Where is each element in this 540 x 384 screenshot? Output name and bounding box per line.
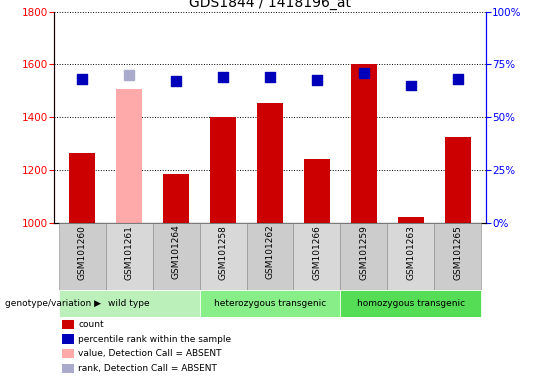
Text: wild type: wild type xyxy=(109,299,150,308)
Bar xyxy=(445,137,471,223)
Point xyxy=(313,77,321,83)
Point xyxy=(266,74,274,80)
Bar xyxy=(293,223,340,290)
Text: count: count xyxy=(78,320,104,329)
Bar xyxy=(340,223,387,290)
Point xyxy=(360,70,368,76)
Title: GDS1844 / 1418196_at: GDS1844 / 1418196_at xyxy=(189,0,351,10)
Bar xyxy=(434,223,481,290)
Text: GSM101258: GSM101258 xyxy=(219,225,227,280)
Text: GSM101262: GSM101262 xyxy=(266,225,274,280)
Bar xyxy=(340,290,481,317)
Point xyxy=(219,74,227,80)
Text: GSM101263: GSM101263 xyxy=(407,225,415,280)
Text: rank, Detection Call = ABSENT: rank, Detection Call = ABSENT xyxy=(78,364,217,373)
Text: percentile rank within the sample: percentile rank within the sample xyxy=(78,334,232,344)
Point xyxy=(407,83,415,89)
Point xyxy=(454,76,462,82)
Bar xyxy=(247,223,293,290)
Text: value, Detection Call = ABSENT: value, Detection Call = ABSENT xyxy=(78,349,222,358)
Bar xyxy=(257,103,283,223)
Bar xyxy=(200,223,247,290)
Bar xyxy=(304,159,330,223)
Bar xyxy=(59,290,200,317)
Bar xyxy=(351,64,377,223)
Text: GSM101265: GSM101265 xyxy=(453,225,462,280)
Bar xyxy=(106,223,153,290)
Bar xyxy=(387,223,434,290)
Bar xyxy=(210,117,236,223)
Text: heterozygous transgenic: heterozygous transgenic xyxy=(214,299,326,308)
Point xyxy=(78,76,86,82)
Bar xyxy=(398,217,424,223)
Bar xyxy=(200,290,340,317)
Bar xyxy=(163,174,189,223)
Text: genotype/variation ▶: genotype/variation ▶ xyxy=(5,299,102,308)
Text: homozygous transgenic: homozygous transgenic xyxy=(357,299,465,308)
Point xyxy=(125,72,133,78)
Text: GSM101264: GSM101264 xyxy=(172,225,180,280)
Bar xyxy=(69,153,95,223)
Text: GSM101266: GSM101266 xyxy=(313,225,321,280)
Text: GSM101261: GSM101261 xyxy=(125,225,133,280)
Point xyxy=(172,78,180,84)
Bar xyxy=(116,89,142,223)
Bar xyxy=(59,223,106,290)
Text: GSM101260: GSM101260 xyxy=(78,225,87,280)
Bar xyxy=(153,223,200,290)
Text: GSM101259: GSM101259 xyxy=(360,225,368,280)
